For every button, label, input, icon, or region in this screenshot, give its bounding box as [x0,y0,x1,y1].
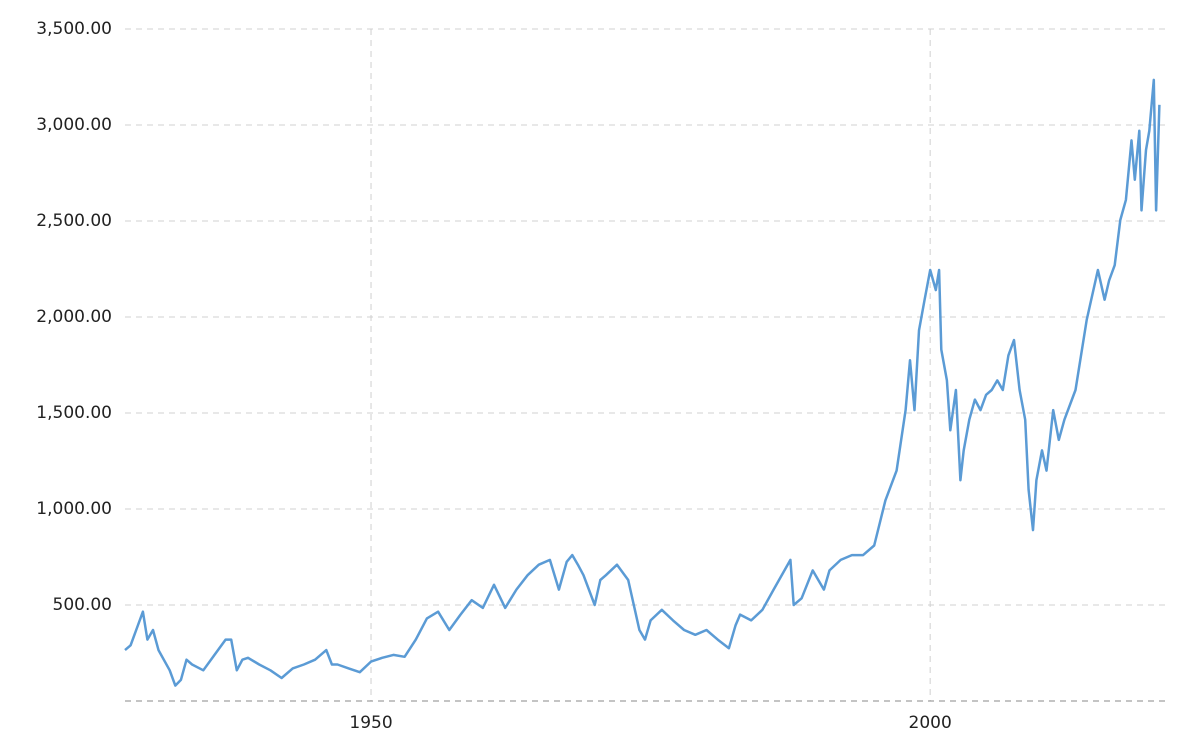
y-tick-label: 2,000.00 [36,307,112,327]
x-tick-label: 2000 [909,713,952,733]
y-tick-label: 500.00 [53,595,112,615]
y-tick-label: 1,500.00 [36,403,112,423]
line-series [124,78,1161,687]
y-tick-label: 2,500.00 [36,211,112,231]
y-tick-label: 3,500.00 [36,19,112,39]
x-tick-label: 1950 [349,713,392,733]
y-tick-label: 1,000.00 [36,499,112,519]
y-tick-label: 3,000.00 [36,115,112,135]
